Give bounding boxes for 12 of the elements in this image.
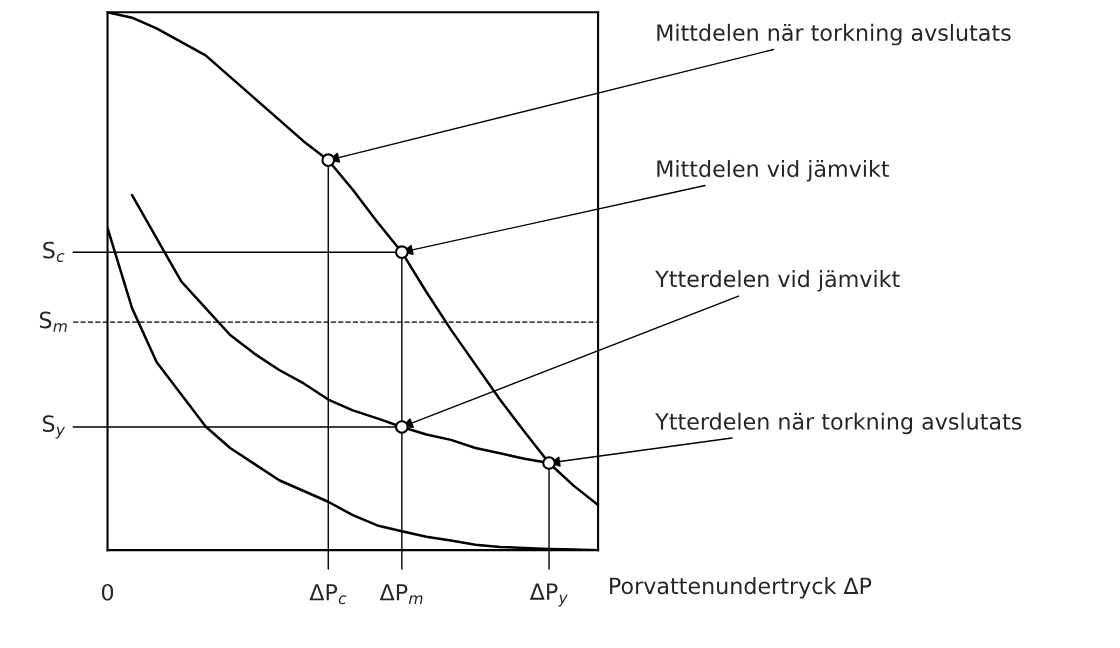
x-tick-label: ΔP$_{y}$ (529, 583, 568, 607)
annotation: Ytterdelen vid jämvikt (655, 270, 900, 292)
ref-line-label: S$_{m}$ (39, 311, 67, 332)
ref-line-label: S$_{y}$ (42, 415, 66, 439)
annotation: Mittdelen vid jämvikt (657, 159, 890, 182)
x-tick-label: ΔP$_{m}$ (379, 584, 423, 604)
x-tick-label: ΔP$_{c}$ (309, 584, 347, 605)
ref-line-label: S$_{c}$ (43, 241, 65, 263)
annotation: Mittdelen när torkning avslutats (657, 23, 1011, 46)
x-tick-label: 0 (101, 583, 114, 601)
x-axis-title: Porvattenundertryck ΔP (610, 577, 872, 599)
annotation: Ytterdelen när torkning avslutats (655, 412, 1022, 435)
